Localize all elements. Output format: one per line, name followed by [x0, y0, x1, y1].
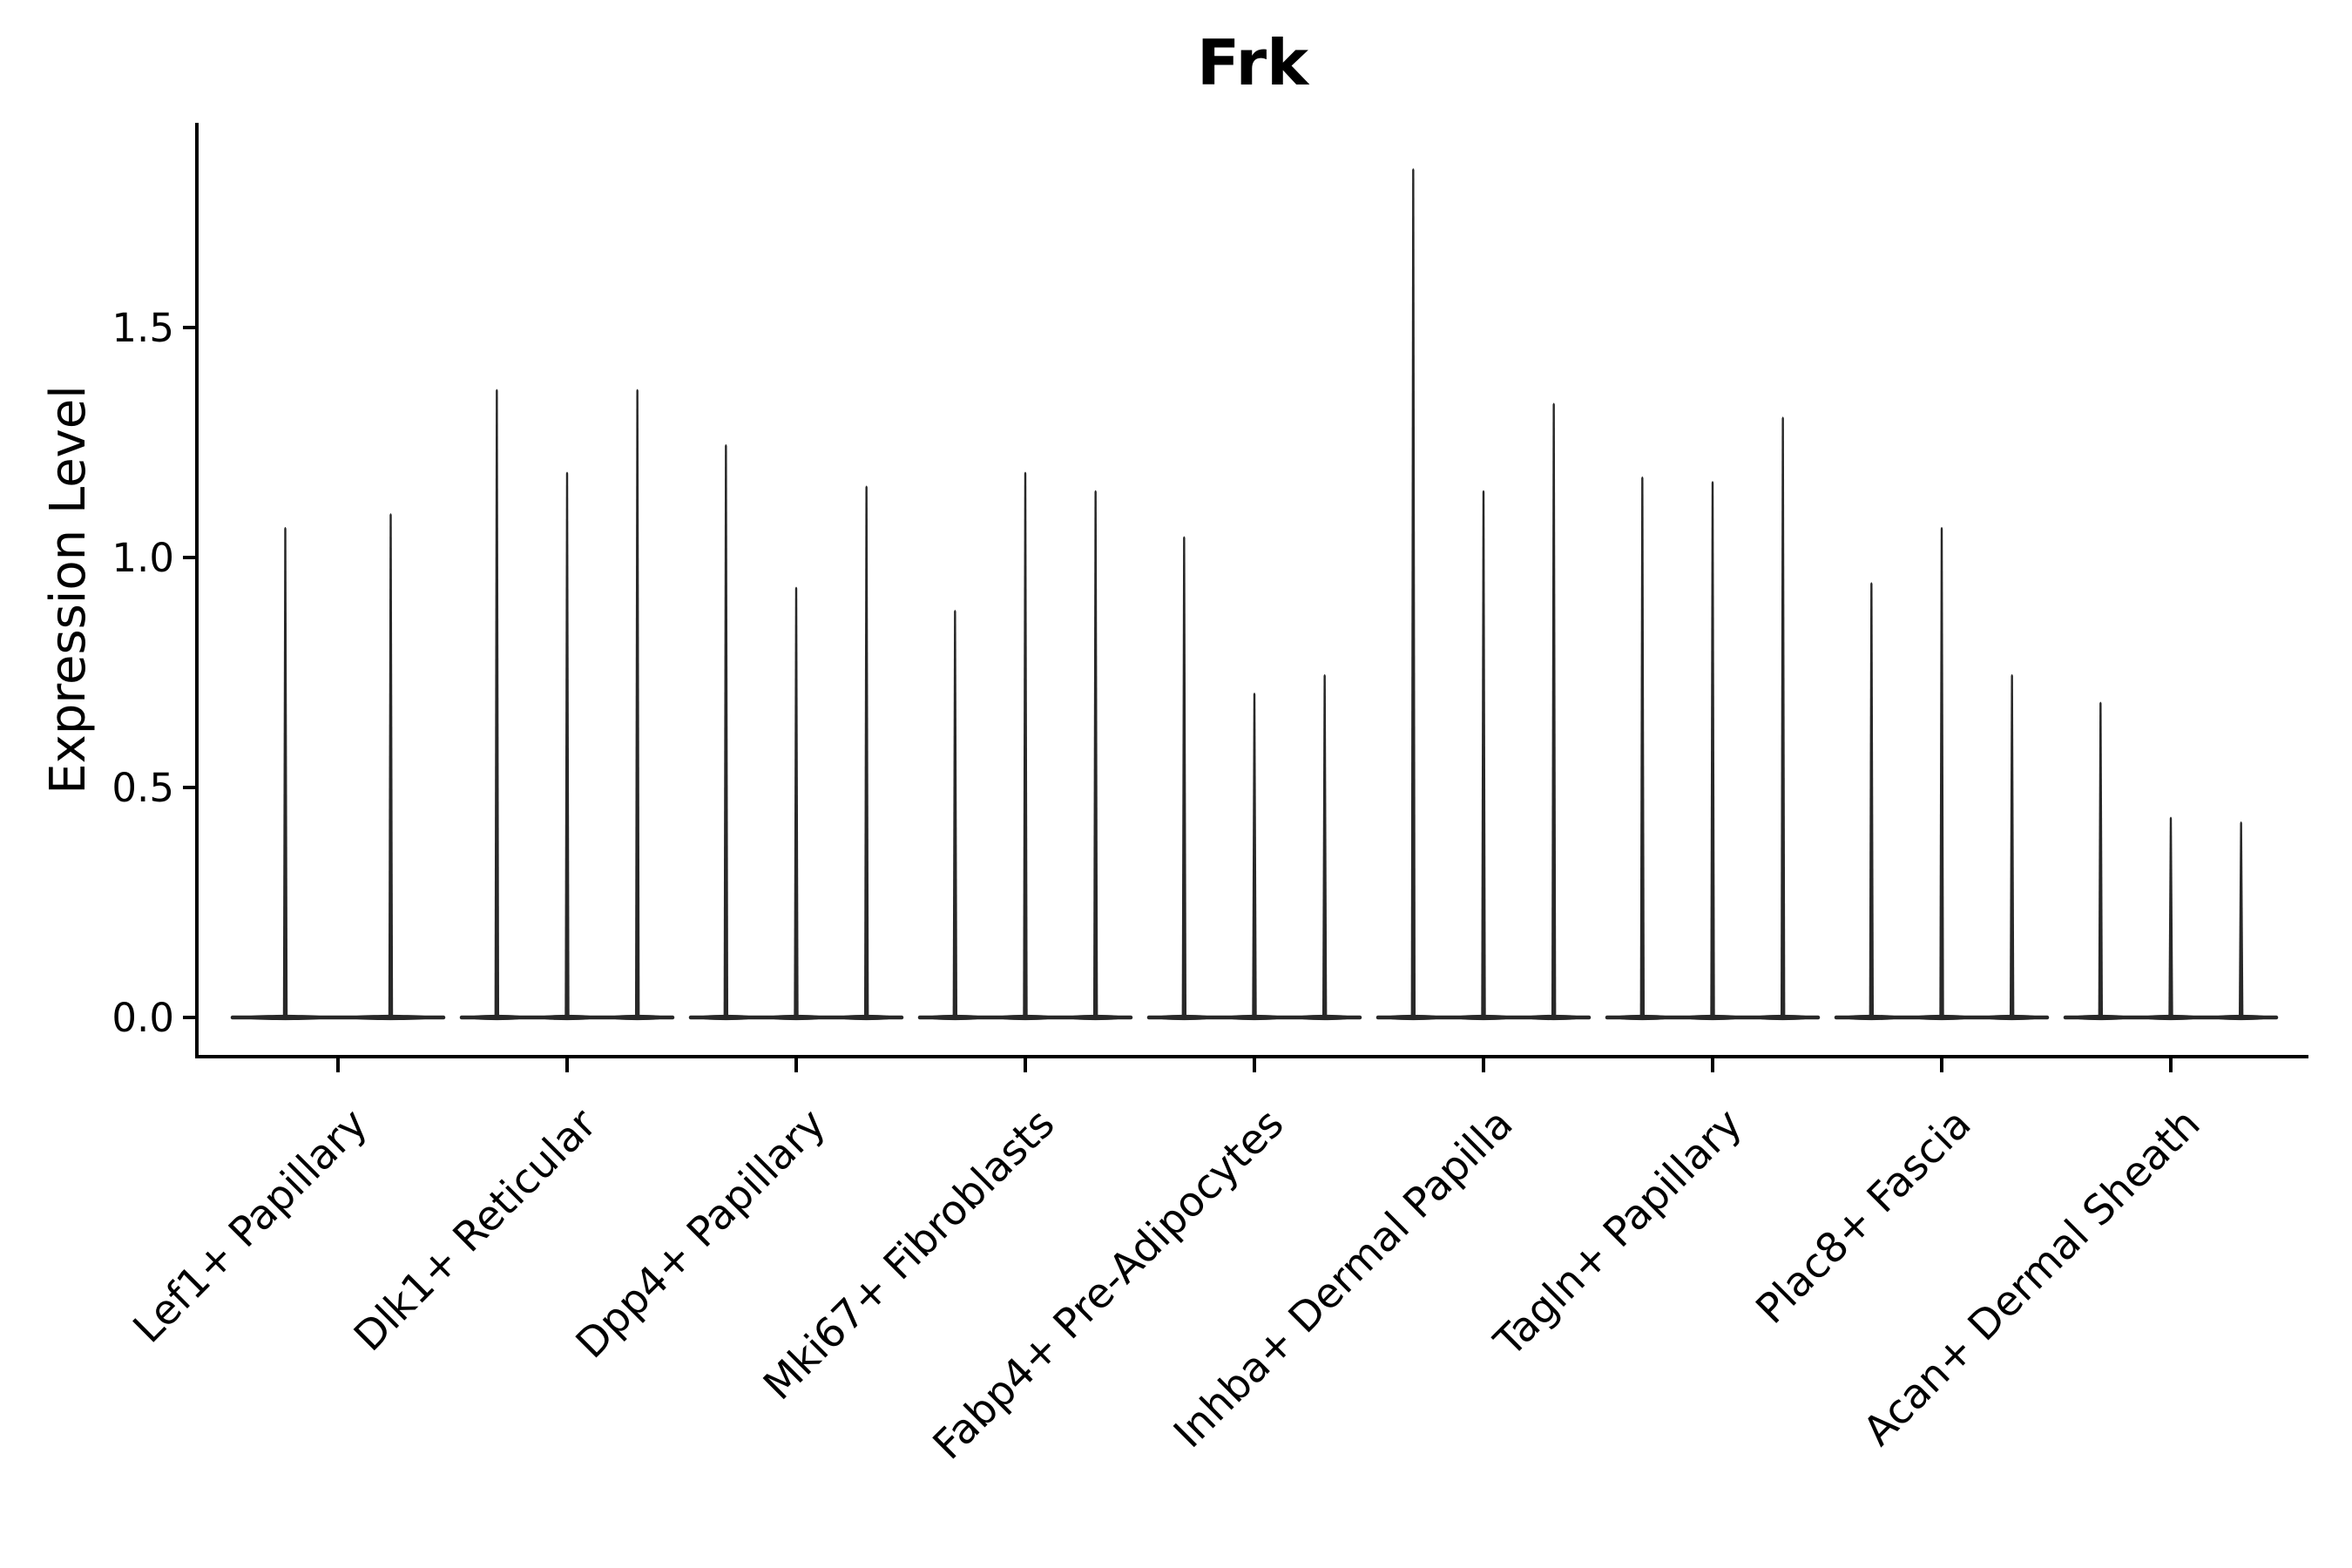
violin-spike [1551, 402, 1557, 1018]
violin-spike [1710, 481, 1715, 1017]
y-tick-label: 1.5 [112, 305, 174, 351]
violin-spike [388, 513, 394, 1017]
y-tick-label: 0.0 [112, 995, 174, 1041]
y-tick-label: 1.0 [112, 535, 174, 581]
x-tick-label: Plac8+ Fascia [1747, 1100, 1981, 1334]
violin-spike [2098, 701, 2104, 1017]
violin-spike [1252, 693, 1257, 1017]
violin-spike [1181, 536, 1187, 1017]
violin-group [459, 389, 675, 1021]
x-tick-label: Dpp4+ Papillary [567, 1100, 835, 1369]
violin-spike [2238, 821, 2244, 1017]
violin-spike [494, 389, 500, 1017]
x-tick-label: Tagln+ Papillary [1485, 1100, 1752, 1367]
violin-spike [564, 471, 570, 1017]
violin-spike [1410, 168, 1416, 1017]
x-tick-label: Lef1+ Papillary [125, 1100, 377, 1353]
violin-spike [863, 485, 869, 1017]
violin-group [2063, 701, 2279, 1021]
violin-group [230, 513, 446, 1021]
x-tick-label: Dlk1+ Reticular [345, 1099, 606, 1361]
violin-group [688, 444, 904, 1021]
violin-spike [952, 610, 958, 1017]
chart-title: Frk [1197, 26, 1308, 99]
violin-spike [1639, 476, 1646, 1017]
violin-group [1375, 168, 1592, 1021]
violin-spike [1869, 582, 1875, 1017]
violin-spike [2168, 816, 2173, 1017]
violin-spike [2009, 674, 2015, 1017]
violin-spike [1780, 416, 1786, 1017]
violin-group [1146, 536, 1362, 1021]
violin-spike [723, 444, 729, 1017]
violin-group [917, 471, 1133, 1021]
violin-spike [282, 527, 288, 1017]
violin-spike [1321, 674, 1328, 1017]
violin-group [1605, 416, 1821, 1021]
violin-spike [1023, 471, 1028, 1017]
y-tick-label: 0.5 [112, 765, 174, 811]
violin-spike [634, 389, 640, 1017]
violin-group [1834, 527, 2050, 1021]
violin-spike [1939, 527, 1944, 1017]
violin-spike [1481, 490, 1486, 1017]
violin-spike [794, 586, 799, 1017]
violin-spike [1092, 490, 1098, 1017]
